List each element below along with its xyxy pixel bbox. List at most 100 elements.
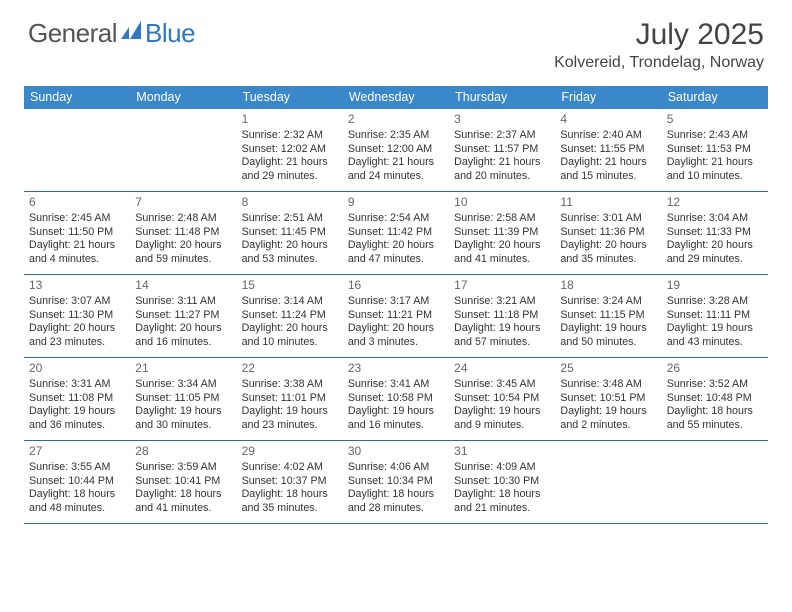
dayheader-cell: Tuesday: [237, 86, 343, 109]
sunrise-line: Sunrise: 2:48 AM: [135, 212, 231, 226]
empty-cell: [130, 109, 236, 191]
sunset-line: Sunset: 11:27 PM: [135, 309, 231, 323]
dayheader-cell: Sunday: [24, 86, 130, 109]
day-cell: 2Sunrise: 2:35 AMSunset: 12:00 AMDayligh…: [343, 109, 449, 191]
day-cell: 4Sunrise: 2:40 AMSunset: 11:55 PMDayligh…: [555, 109, 661, 191]
day-number: 17: [454, 278, 550, 294]
day-cell: 21Sunrise: 3:34 AMSunset: 11:05 PMDaylig…: [130, 358, 236, 440]
sunrise-line: Sunrise: 2:32 AM: [242, 129, 338, 143]
day-cell: 28Sunrise: 3:59 AMSunset: 10:41 PMDaylig…: [130, 441, 236, 523]
day-cell: 5Sunrise: 2:43 AMSunset: 11:53 PMDayligh…: [662, 109, 768, 191]
daylight-line: Daylight: 19 hours and 36 minutes.: [29, 405, 125, 433]
sunrise-line: Sunrise: 2:45 AM: [29, 212, 125, 226]
sunrise-line: Sunrise: 2:37 AM: [454, 129, 550, 143]
location-text: Kolvereid, Trondelag, Norway: [554, 54, 764, 72]
sunrise-line: Sunrise: 3:17 AM: [348, 295, 444, 309]
day-cell: 17Sunrise: 3:21 AMSunset: 11:18 PMDaylig…: [449, 275, 555, 357]
daylight-line: Daylight: 21 hours and 29 minutes.: [242, 156, 338, 184]
daylight-line: Daylight: 20 hours and 35 minutes.: [560, 239, 656, 267]
day-number: 10: [454, 195, 550, 211]
sunset-line: Sunset: 10:51 PM: [560, 392, 656, 406]
month-title: July 2025: [554, 18, 764, 52]
sunrise-line: Sunrise: 4:02 AM: [242, 461, 338, 475]
day-cell: 7Sunrise: 2:48 AMSunset: 11:48 PMDayligh…: [130, 192, 236, 274]
daylight-line: Daylight: 20 hours and 29 minutes.: [667, 239, 763, 267]
day-number: 18: [560, 278, 656, 294]
sunset-line: Sunset: 10:48 PM: [667, 392, 763, 406]
sunset-line: Sunset: 11:01 PM: [242, 392, 338, 406]
empty-cell: [662, 441, 768, 523]
sunset-line: Sunset: 10:44 PM: [29, 475, 125, 489]
day-cell: 23Sunrise: 3:41 AMSunset: 10:58 PMDaylig…: [343, 358, 449, 440]
week-row: 27Sunrise: 3:55 AMSunset: 10:44 PMDaylig…: [24, 441, 768, 524]
day-number: 20: [29, 361, 125, 377]
sunset-line: Sunset: 11:42 PM: [348, 226, 444, 240]
daylight-line: Daylight: 21 hours and 4 minutes.: [29, 239, 125, 267]
day-number: 1: [242, 112, 338, 128]
day-cell: 24Sunrise: 3:45 AMSunset: 10:54 PMDaylig…: [449, 358, 555, 440]
day-cell: 31Sunrise: 4:09 AMSunset: 10:30 PMDaylig…: [449, 441, 555, 523]
dayheader-row: SundayMondayTuesdayWednesdayThursdayFrid…: [24, 86, 768, 109]
daylight-line: Daylight: 21 hours and 20 minutes.: [454, 156, 550, 184]
day-cell: 27Sunrise: 3:55 AMSunset: 10:44 PMDaylig…: [24, 441, 130, 523]
sunset-line: Sunset: 11:53 PM: [667, 143, 763, 157]
sunrise-line: Sunrise: 3:21 AM: [454, 295, 550, 309]
sunset-line: Sunset: 11:08 PM: [29, 392, 125, 406]
daylight-line: Daylight: 20 hours and 16 minutes.: [135, 322, 231, 350]
daylight-line: Daylight: 20 hours and 47 minutes.: [348, 239, 444, 267]
sunset-line: Sunset: 11:30 PM: [29, 309, 125, 323]
sunrise-line: Sunrise: 3:48 AM: [560, 378, 656, 392]
dayheader-cell: Wednesday: [343, 86, 449, 109]
dayheader-cell: Saturday: [662, 86, 768, 109]
daylight-line: Daylight: 21 hours and 10 minutes.: [667, 156, 763, 184]
sunrise-line: Sunrise: 3:52 AM: [667, 378, 763, 392]
daylight-line: Daylight: 19 hours and 16 minutes.: [348, 405, 444, 433]
daylight-line: Daylight: 20 hours and 23 minutes.: [29, 322, 125, 350]
sunrise-line: Sunrise: 3:14 AM: [242, 295, 338, 309]
daylight-line: Daylight: 21 hours and 15 minutes.: [560, 156, 656, 184]
day-number: 4: [560, 112, 656, 128]
day-cell: 29Sunrise: 4:02 AMSunset: 10:37 PMDaylig…: [237, 441, 343, 523]
day-cell: 6Sunrise: 2:45 AMSunset: 11:50 PMDayligh…: [24, 192, 130, 274]
sunset-line: Sunset: 11:15 PM: [560, 309, 656, 323]
empty-cell: [555, 441, 661, 523]
daylight-line: Daylight: 20 hours and 10 minutes.: [242, 322, 338, 350]
weeks-container: 1Sunrise: 2:32 AMSunset: 12:02 AMDayligh…: [24, 109, 768, 524]
daylight-line: Daylight: 19 hours and 50 minutes.: [560, 322, 656, 350]
sunset-line: Sunset: 11:33 PM: [667, 226, 763, 240]
day-number: 21: [135, 361, 231, 377]
sunset-line: Sunset: 11:18 PM: [454, 309, 550, 323]
sunrise-line: Sunrise: 2:35 AM: [348, 129, 444, 143]
day-number: 13: [29, 278, 125, 294]
sunset-line: Sunset: 11:24 PM: [242, 309, 338, 323]
day-cell: 25Sunrise: 3:48 AMSunset: 10:51 PMDaylig…: [555, 358, 661, 440]
daylight-line: Daylight: 18 hours and 55 minutes.: [667, 405, 763, 433]
day-cell: 18Sunrise: 3:24 AMSunset: 11:15 PMDaylig…: [555, 275, 661, 357]
day-cell: 14Sunrise: 3:11 AMSunset: 11:27 PMDaylig…: [130, 275, 236, 357]
week-row: 6Sunrise: 2:45 AMSunset: 11:50 PMDayligh…: [24, 192, 768, 275]
day-cell: 3Sunrise: 2:37 AMSunset: 11:57 PMDayligh…: [449, 109, 555, 191]
title-block: July 2025 Kolvereid, Trondelag, Norway: [554, 18, 764, 72]
day-number: 11: [560, 195, 656, 211]
sunset-line: Sunset: 10:41 PM: [135, 475, 231, 489]
sunset-line: Sunset: 11:11 PM: [667, 309, 763, 323]
day-number: 12: [667, 195, 763, 211]
header: General Blue July 2025 Kolvereid, Tronde…: [0, 0, 792, 80]
daylight-line: Daylight: 19 hours and 23 minutes.: [242, 405, 338, 433]
day-number: 28: [135, 444, 231, 460]
empty-cell: [24, 109, 130, 191]
day-cell: 20Sunrise: 3:31 AMSunset: 11:08 PMDaylig…: [24, 358, 130, 440]
daylight-line: Daylight: 20 hours and 53 minutes.: [242, 239, 338, 267]
sunset-line: Sunset: 11:57 PM: [454, 143, 550, 157]
daylight-line: Daylight: 19 hours and 43 minutes.: [667, 322, 763, 350]
daylight-line: Daylight: 19 hours and 57 minutes.: [454, 322, 550, 350]
day-number: 16: [348, 278, 444, 294]
day-number: 15: [242, 278, 338, 294]
day-cell: 15Sunrise: 3:14 AMSunset: 11:24 PMDaylig…: [237, 275, 343, 357]
day-number: 22: [242, 361, 338, 377]
sunrise-line: Sunrise: 2:54 AM: [348, 212, 444, 226]
daylight-line: Daylight: 20 hours and 3 minutes.: [348, 322, 444, 350]
daylight-line: Daylight: 19 hours and 2 minutes.: [560, 405, 656, 433]
daylight-line: Daylight: 19 hours and 30 minutes.: [135, 405, 231, 433]
day-number: 5: [667, 112, 763, 128]
